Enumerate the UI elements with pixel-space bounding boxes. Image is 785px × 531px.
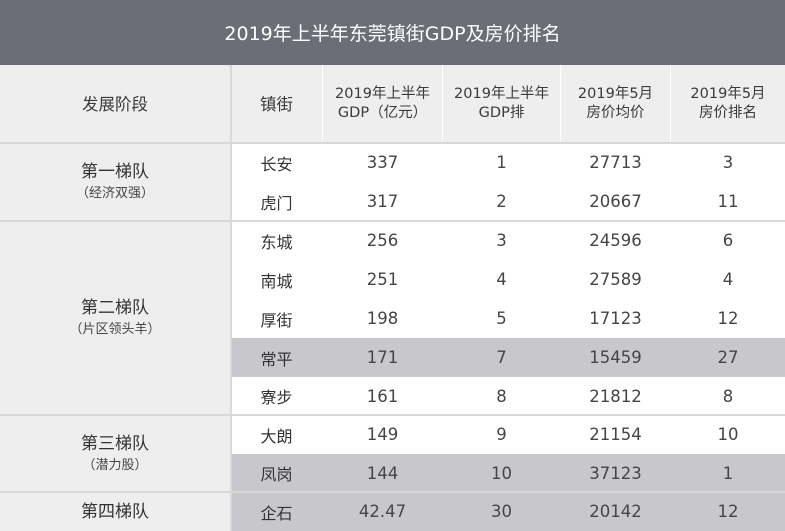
cell-price-rank: 27 <box>717 348 739 367</box>
stage-tier-2-name: 第二梯队 <box>81 298 149 318</box>
header-town: 镇街 <box>231 65 322 143</box>
table-row <box>231 182 785 221</box>
cell-gdp: 337 <box>366 153 399 172</box>
cell-town: 厚街 <box>260 310 293 330</box>
table-row <box>231 338 785 377</box>
table-row <box>231 260 785 299</box>
table-row <box>231 415 785 454</box>
divider-stage-column <box>230 65 232 531</box>
cell-gdp: 149 <box>366 425 399 444</box>
cell-town: 虎门 <box>260 193 293 213</box>
cell-price-rank: 11 <box>717 192 739 211</box>
cell-gdp-rank: 10 <box>491 463 512 483</box>
header-price: 2019年5月 房价均价 <box>561 65 670 143</box>
cell-gdp: 251 <box>366 270 399 289</box>
stage-tier-2-note: （片区领头羊） <box>69 322 161 337</box>
cell-gdp-rank: 1 <box>496 153 507 172</box>
header-price-line1: 2019年5月 <box>577 86 654 102</box>
divider-tier-1 <box>0 220 785 222</box>
cell-gdp: 198 <box>366 309 399 328</box>
cell-price-rank: 12 <box>717 502 739 521</box>
cell-price: 20667 <box>589 192 642 211</box>
header-stage: 发展阶段 <box>0 65 230 143</box>
header-gdp-rank-line2: GDP排 <box>478 105 525 121</box>
cell-gdp: 144 <box>366 463 399 483</box>
cell-gdp-rank: 8 <box>496 386 507 406</box>
stage-tier-3-name: 第三梯队 <box>81 433 149 454</box>
cell-gdp-rank: 7 <box>496 348 507 367</box>
cell-gdp: 256 <box>366 231 399 250</box>
cell-price: 37123 <box>589 463 642 483</box>
cell-town: 南城 <box>260 271 293 291</box>
header-price-rank-line2: 房价排名 <box>698 105 757 121</box>
cell-price-rank: 12 <box>717 309 739 328</box>
divider-tier-3 <box>0 491 785 493</box>
cell-town: 寮步 <box>260 388 293 407</box>
table-row <box>231 299 785 338</box>
header-gdp-rank: 2019年上半年 GDP排 <box>443 65 560 143</box>
table-title: 2019年上半年东莞镇街GDP及房价排名 <box>0 0 785 65</box>
stage-tier-1-note: （经济双强） <box>75 186 154 201</box>
header-gdp-line1: 2019年上半年 <box>335 86 430 102</box>
cell-gdp: 161 <box>366 386 399 406</box>
cell-town: 凤岗 <box>260 465 293 484</box>
cell-gdp-rank: 9 <box>496 425 507 444</box>
stage-tier-4: 第四梯队 <box>0 492 230 531</box>
cell-gdp-rank: 30 <box>491 502 512 521</box>
stage-tier-1-name: 第一梯队 <box>81 162 149 182</box>
table-row <box>231 492 785 531</box>
cell-price: 15459 <box>589 348 642 367</box>
cell-town: 东城 <box>260 232 293 252</box>
divider-header <box>0 142 785 144</box>
cell-price: 27589 <box>589 270 642 289</box>
table-row <box>231 377 785 415</box>
header-price-rank: 2019年5月 房价排名 <box>671 65 785 143</box>
table-row <box>231 221 785 260</box>
cell-gdp: 171 <box>366 348 399 367</box>
cell-price-rank: 1 <box>722 463 734 483</box>
cell-town: 企石 <box>260 503 293 523</box>
header-gdp-line2: GDP（亿元） <box>337 105 428 121</box>
cell-price: 21812 <box>589 386 642 406</box>
cell-price: 17123 <box>589 309 642 328</box>
cell-price-rank: 8 <box>722 386 734 406</box>
header-price-line2: 房价均价 <box>586 105 645 121</box>
cell-price: 27713 <box>589 153 642 172</box>
cell-price: 24596 <box>589 231 642 250</box>
cell-gdp-rank: 3 <box>496 231 507 250</box>
cell-gdp-rank: 5 <box>496 309 507 328</box>
stage-tier-1: 第一梯队 （经济双强） <box>0 143 230 221</box>
cell-price: 20142 <box>589 502 642 521</box>
cell-town: 大朗 <box>260 426 293 446</box>
cell-price-rank: 3 <box>722 153 734 172</box>
table-row <box>231 454 785 492</box>
cell-gdp-rank: 4 <box>496 270 507 289</box>
table-row <box>231 143 785 182</box>
cell-price-rank: 4 <box>722 270 734 289</box>
header-gdp: 2019年上半年 GDP（亿元） <box>323 65 442 143</box>
stage-tier-3-note: （潜力股） <box>82 457 148 473</box>
cell-price-rank: 10 <box>717 425 739 444</box>
divider-tier-2 <box>0 414 785 416</box>
header-price-rank-line1: 2019年5月 <box>690 86 766 102</box>
header-gdp-rank-line1: 2019年上半年 <box>454 86 549 102</box>
stage-tier-3: 第三梯队 （潜力股） <box>0 415 230 492</box>
cell-price-rank: 6 <box>722 231 734 250</box>
stage-tier-4-name: 第四梯队 <box>81 501 149 522</box>
cell-gdp: 317 <box>366 192 399 211</box>
cell-price: 21154 <box>589 425 642 444</box>
cell-town: 长安 <box>260 154 293 174</box>
cell-town: 常平 <box>260 349 293 369</box>
cell-gdp-rank: 2 <box>496 192 507 211</box>
stage-tier-2: 第二梯队 （片区领头羊） <box>0 221 230 415</box>
cell-gdp: 42.47 <box>358 502 407 521</box>
